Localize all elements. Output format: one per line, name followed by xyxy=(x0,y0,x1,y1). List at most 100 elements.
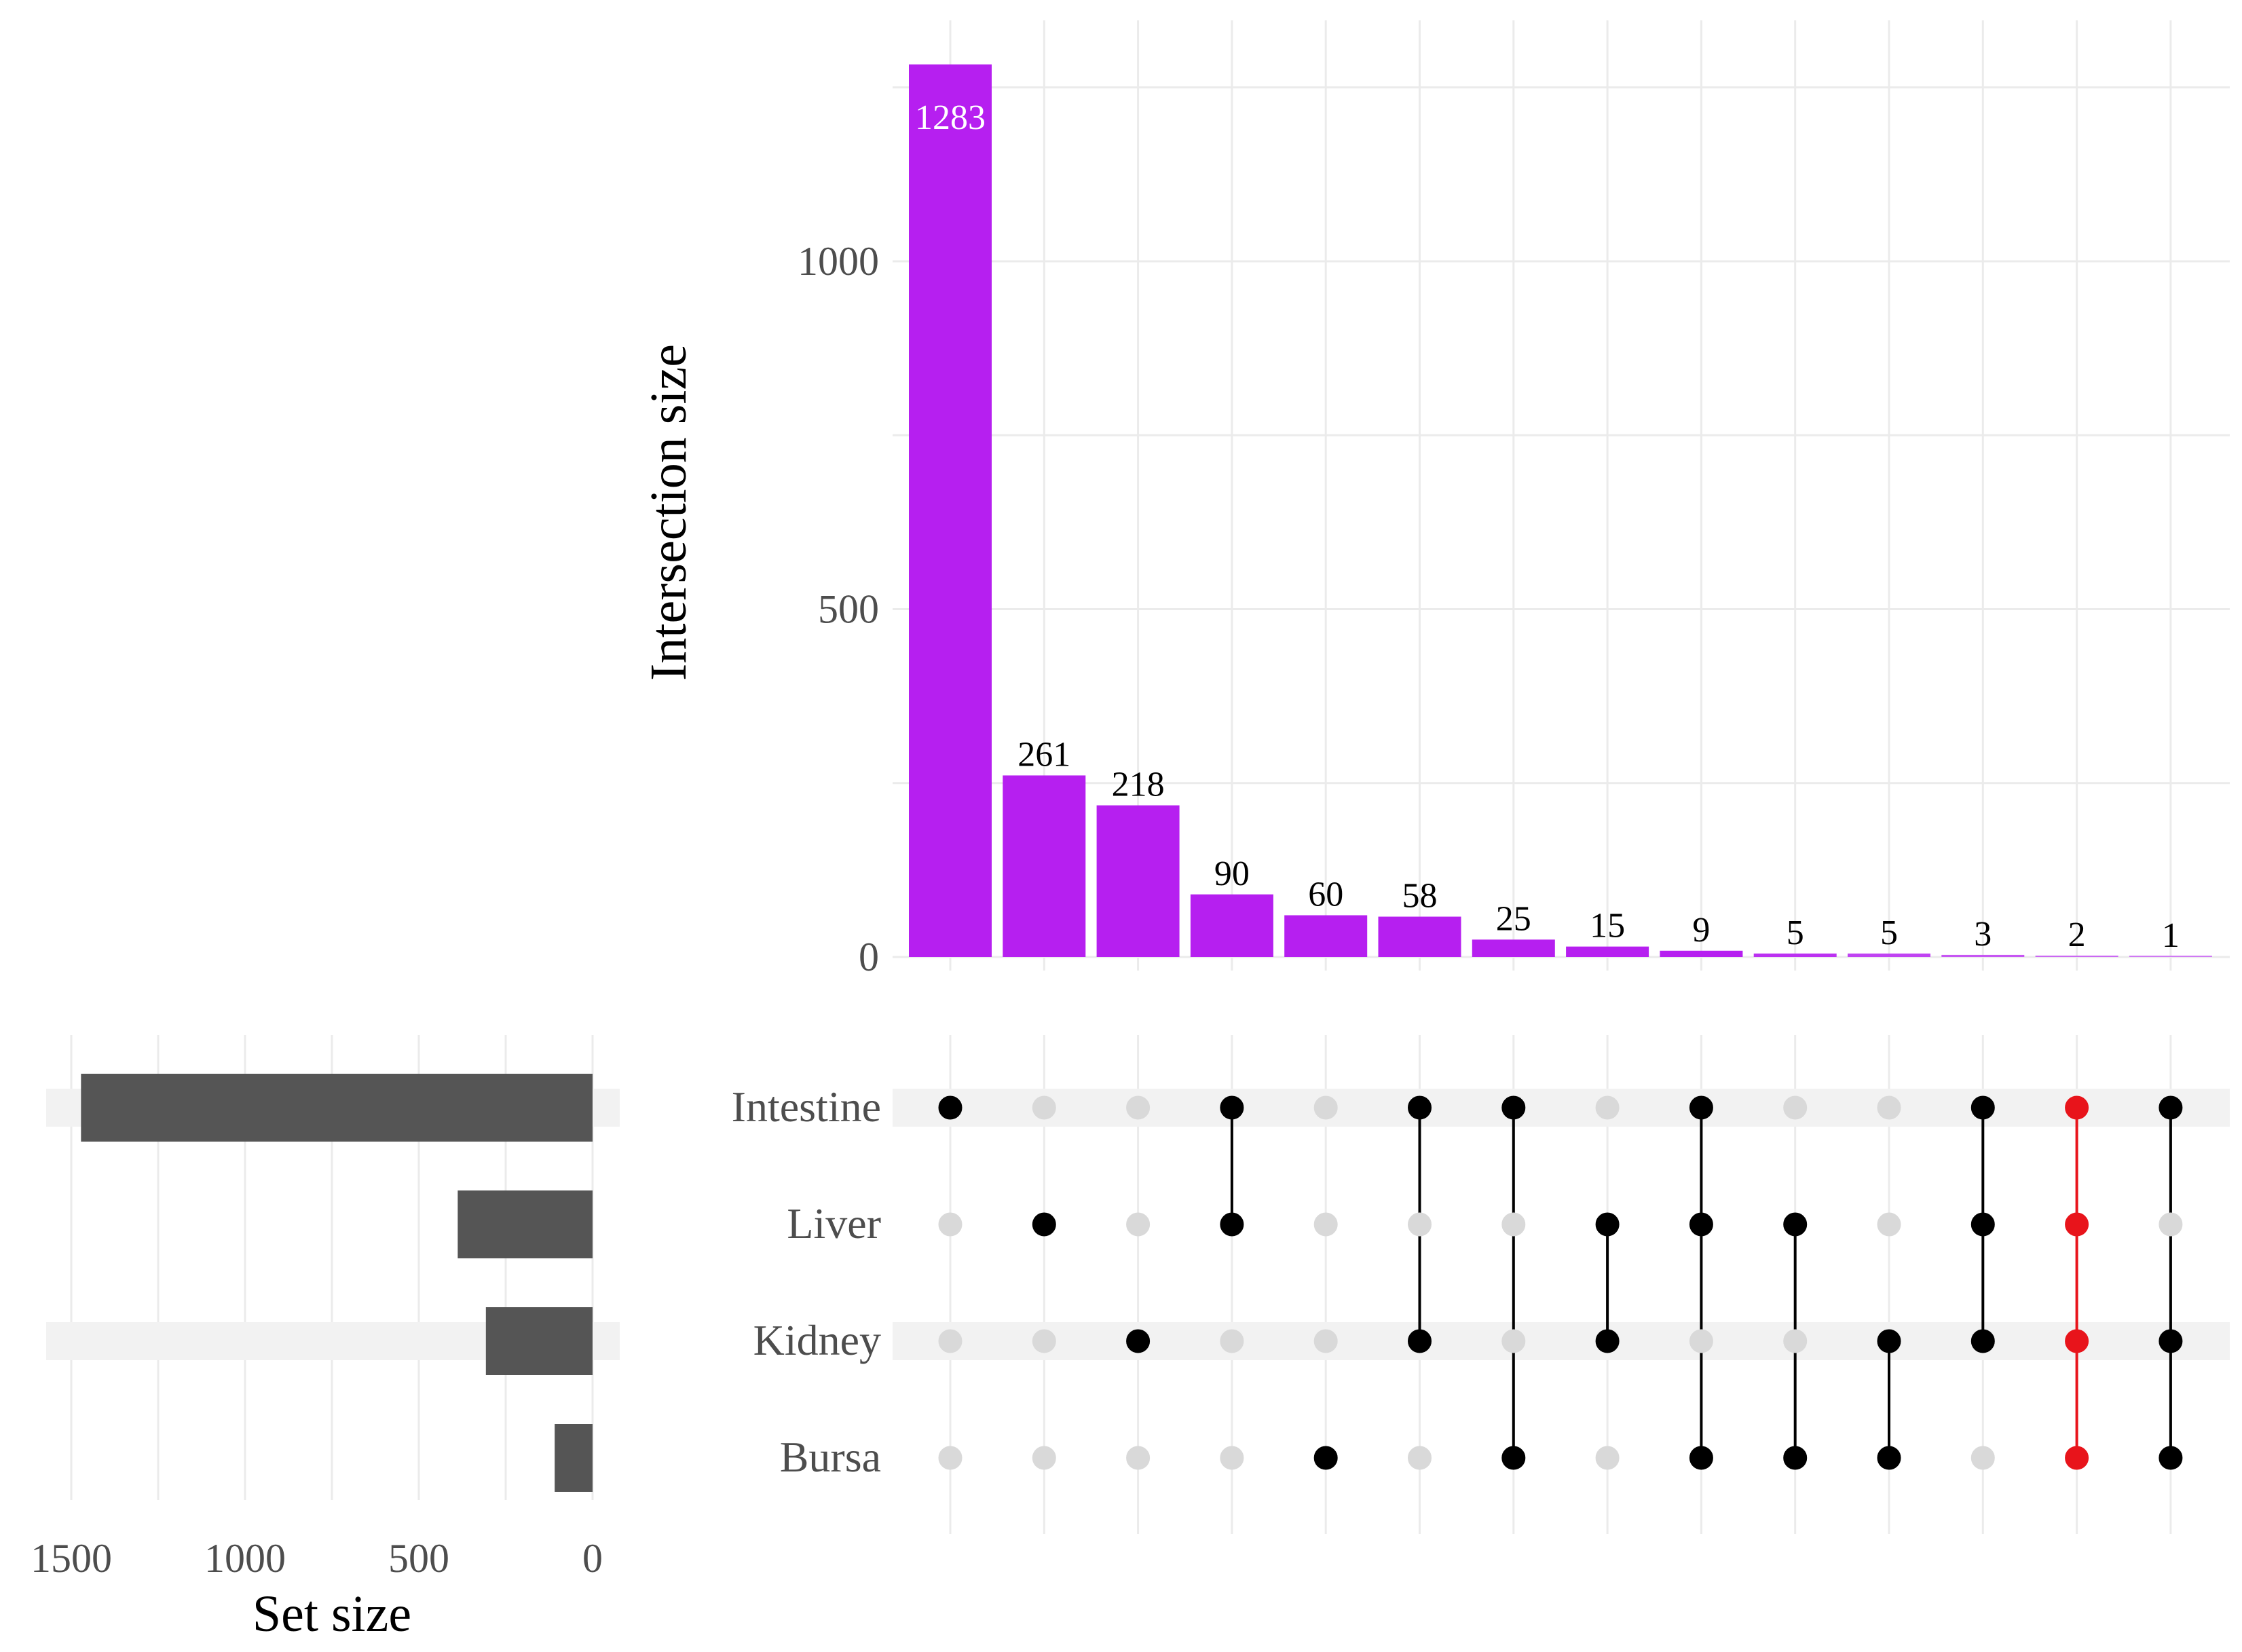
intersection-bar xyxy=(1284,915,1368,957)
intersection-bar xyxy=(1096,805,1180,957)
bar-value-label: 1 xyxy=(2162,916,2180,955)
matrix-dot-empty xyxy=(1689,1329,1713,1353)
y-axis-title: Intersection size xyxy=(640,344,697,681)
matrix-dot-filled xyxy=(1877,1446,1901,1470)
bar-value-label: 218 xyxy=(1112,766,1165,804)
matrix-dot-filled xyxy=(938,1095,963,1120)
matrix-dot-empty xyxy=(1783,1095,1808,1120)
matrix-dot-empty xyxy=(1877,1212,1901,1237)
bar-value-label: 58 xyxy=(1402,877,1438,916)
matrix-dot-filled xyxy=(1032,1212,1056,1237)
matrix-dot-empty xyxy=(938,1329,963,1353)
matrix-dot-filled xyxy=(1783,1446,1808,1470)
set-name-label: Liver xyxy=(787,1199,881,1247)
intersection-bar xyxy=(1566,946,1649,957)
matrix-dot-empty xyxy=(1220,1446,1244,1470)
set-size-bar xyxy=(81,1074,593,1142)
matrix-row-stripe xyxy=(893,1089,2230,1127)
matrix-dot-empty xyxy=(1220,1329,1244,1353)
y-tick-label: 500 xyxy=(818,587,879,632)
matrix-dot-filled xyxy=(1595,1329,1620,1353)
set-name-label: Bursa xyxy=(780,1433,881,1481)
matrix-dot-filled xyxy=(1408,1329,1432,1353)
matrix-dot-filled xyxy=(2159,1329,2183,1353)
intersection-bar xyxy=(1941,954,2025,957)
set-size-axis-title: Set size xyxy=(253,1585,411,1642)
matrix-dot-empty xyxy=(1126,1446,1151,1470)
intersection-bar xyxy=(1753,953,1837,957)
set-size-bars xyxy=(81,1074,593,1492)
intersection-bars xyxy=(909,64,2212,957)
intersection-bar xyxy=(909,64,992,957)
bar-value-label: 5 xyxy=(1787,914,1804,952)
x-tick-label: 1500 xyxy=(31,1536,112,1581)
matrix-dot-empty xyxy=(1126,1095,1151,1120)
matrix-dot-empty xyxy=(1408,1446,1432,1470)
labels: 1283 261 218 90 60 58 25 15 9 5 5 3 2 1 0 500 1000 Inters… xyxy=(31,98,2180,1642)
x-tick-label: 0 xyxy=(582,1536,603,1581)
bar-value-label: 90 xyxy=(1214,855,1250,893)
matrix-dot-filled xyxy=(1313,1446,1338,1470)
matrix-dot-empty xyxy=(1313,1212,1338,1237)
matrix-dot-filled xyxy=(2159,1095,2183,1120)
set-size-bar xyxy=(485,1307,593,1375)
bar-value-label: 2 xyxy=(2068,916,2086,954)
x-tick-label: 1000 xyxy=(204,1536,286,1581)
bar-value-label: 60 xyxy=(1308,876,1343,914)
bar-value-label: 261 xyxy=(1017,735,1070,774)
matrix-dot-filled xyxy=(2065,1212,2089,1237)
intersection-bar xyxy=(1472,939,1555,957)
matrix-dot-filled xyxy=(2065,1446,2089,1470)
matrix-dot-filled xyxy=(1689,1446,1713,1470)
y-tick-label: 0 xyxy=(859,935,879,979)
matrix-dot-filled xyxy=(1689,1212,1713,1237)
matrix-dot-filled xyxy=(1970,1212,1995,1237)
matrix-dot-empty xyxy=(1032,1329,1056,1353)
set-size-bar xyxy=(457,1190,593,1258)
matrix-dot-filled xyxy=(1877,1329,1901,1353)
matrix-dot-filled xyxy=(2065,1329,2089,1353)
matrix-dot-filled xyxy=(1126,1329,1151,1353)
bar-value-label: 15 xyxy=(1590,907,1625,945)
matrix-dot-filled xyxy=(1689,1095,1713,1120)
matrix-dot-empty xyxy=(938,1212,963,1237)
matrix-dot-empty xyxy=(2159,1212,2183,1237)
matrix-dot-empty xyxy=(1501,1212,1526,1237)
matrix-dot-filled xyxy=(1408,1095,1432,1120)
matrix-dot-filled xyxy=(1970,1329,1995,1353)
intersection-bar xyxy=(1378,916,1461,957)
matrix-dot-filled xyxy=(1970,1095,1995,1120)
x-tick-label: 500 xyxy=(388,1536,449,1581)
matrix-dot-filled xyxy=(1501,1095,1526,1120)
matrix-dot-empty xyxy=(938,1446,963,1470)
matrix-dot-empty xyxy=(1313,1095,1338,1120)
y-tick-label: 1000 xyxy=(798,239,879,284)
matrix-dot-empty xyxy=(1032,1446,1056,1470)
intersection-bar xyxy=(1848,953,1930,957)
bar-value-label: 1283 xyxy=(915,98,986,137)
matrix-dot-filled xyxy=(1220,1212,1244,1237)
matrix-dot-empty xyxy=(1970,1446,1995,1470)
matrix-row-stripe xyxy=(893,1322,2230,1360)
matrix-dot-empty xyxy=(1501,1329,1526,1353)
matrix-dot-filled xyxy=(1595,1212,1620,1237)
intersection-bar xyxy=(2129,956,2212,957)
matrix-dot-filled xyxy=(1783,1212,1808,1237)
intersection-bar xyxy=(1190,894,1273,957)
intersection-bar xyxy=(2035,955,2118,957)
matrix-dot-empty xyxy=(1032,1095,1056,1120)
matrix-dot-empty xyxy=(1408,1212,1432,1237)
set-size-bar xyxy=(555,1424,593,1492)
matrix-dot-empty xyxy=(1595,1446,1620,1470)
matrix-dot-filled xyxy=(2065,1095,2089,1120)
set-name-label: Kidney xyxy=(753,1316,881,1364)
matrix-dot-empty xyxy=(1595,1095,1620,1120)
set-name-label: Intestine xyxy=(732,1083,881,1131)
bar-value-label: 5 xyxy=(1880,914,1898,952)
intersection-bar xyxy=(1003,775,1086,957)
matrix-dot-filled xyxy=(1501,1446,1526,1470)
matrix-dot-empty xyxy=(1783,1329,1808,1353)
matrix-dot-empty xyxy=(1877,1095,1901,1120)
matrix-dot-empty xyxy=(1313,1329,1338,1353)
